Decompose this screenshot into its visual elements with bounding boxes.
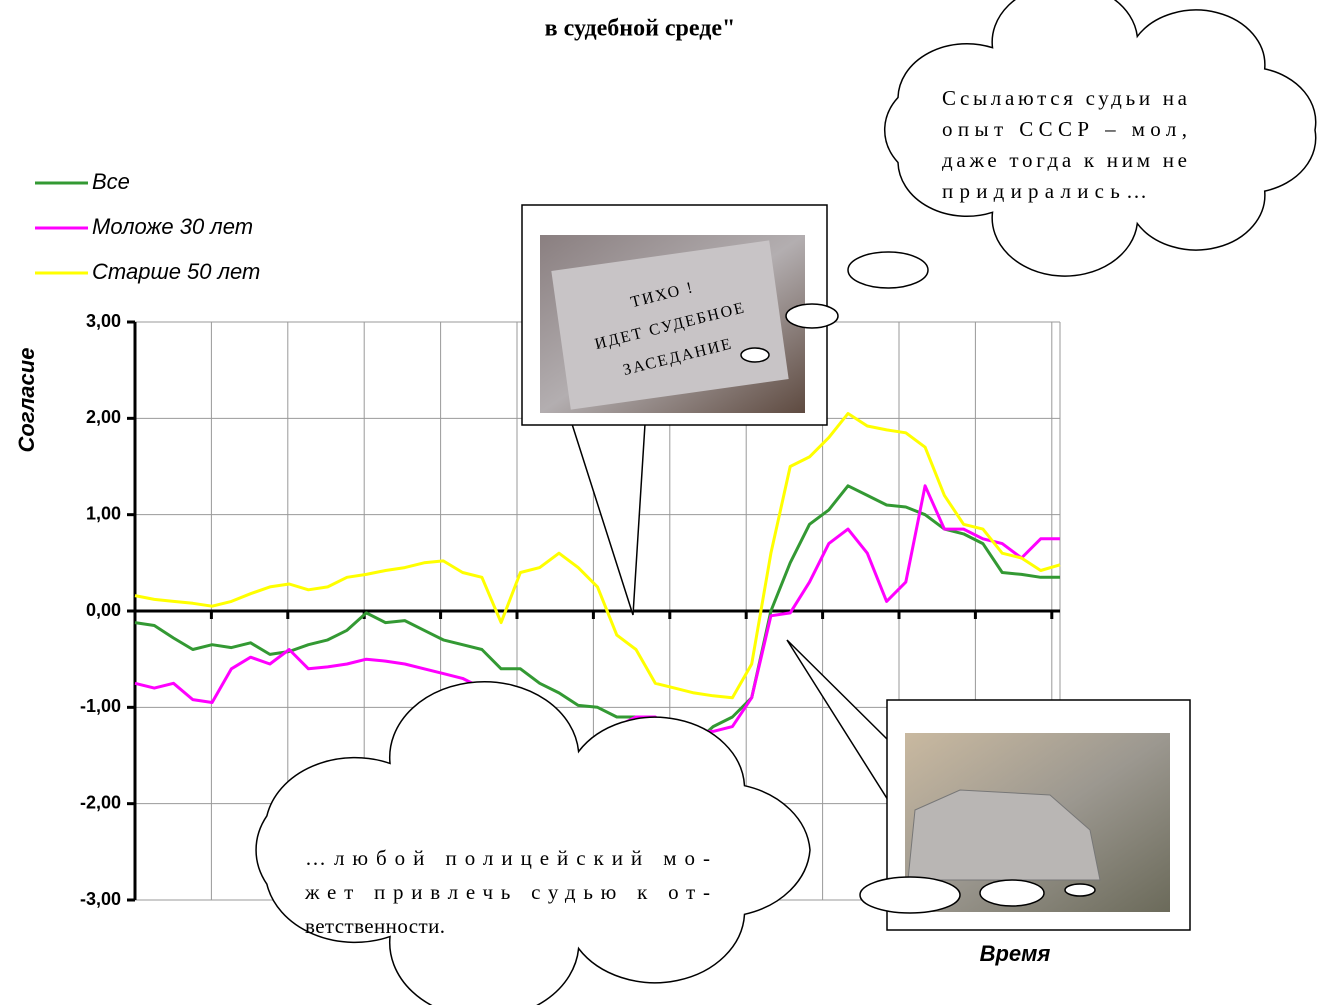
cloud-text: Ссылаются судьи на — [942, 86, 1188, 110]
x-axis-label: Время — [980, 941, 1051, 966]
y-tick-label: 2,00 — [86, 407, 121, 427]
y-axis-label: Согласие — [14, 348, 39, 453]
thought-bubble — [740, 347, 770, 363]
chart-title: в судебной среде" — [545, 16, 736, 42]
y-tick-label: 0,00 — [86, 600, 121, 620]
cloud-text: опыт СССР – мол, — [942, 117, 1187, 141]
photo-sign — [551, 240, 789, 410]
thought-bubble — [847, 251, 929, 289]
y-tick-label: -2,00 — [80, 792, 121, 812]
callout-pointer — [570, 423, 646, 616]
photo-car — [907, 789, 1101, 881]
cloud-text: придирались… — [942, 179, 1147, 203]
thought-bubble — [979, 879, 1045, 907]
legend-label: Старше 50 лет — [92, 259, 260, 284]
series-line — [134, 412, 1061, 700]
cloud-text: даже тогда к ним не — [942, 148, 1187, 172]
callout-pointer — [786, 639, 889, 803]
thought-cloud — [884, 0, 1317, 277]
y-tick-label: 1,00 — [86, 503, 121, 523]
y-tick-label: -1,00 — [80, 696, 121, 716]
thought-cloud — [255, 681, 811, 1005]
cloud-text: …любой полицейский мо- — [305, 846, 710, 870]
cloud-text: ветственности. — [305, 914, 445, 938]
thought-bubble — [859, 876, 961, 914]
y-tick-label: -3,00 — [80, 889, 121, 909]
thought-bubble — [1064, 883, 1096, 897]
legend-label: Моложе 30 лет — [92, 214, 253, 239]
y-tick-label: 3,00 — [86, 311, 121, 331]
thought-bubble — [785, 303, 839, 329]
legend-label: Все — [92, 169, 130, 194]
